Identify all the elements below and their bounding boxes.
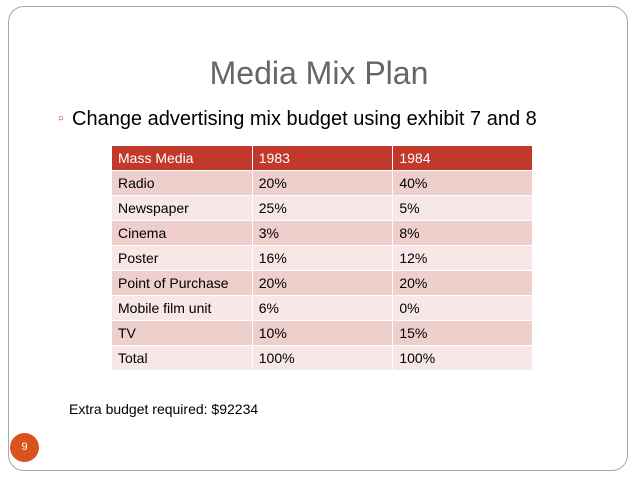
cell-1983: 100% xyxy=(251,345,394,371)
cell-1983: 3% xyxy=(251,220,394,246)
cell-1983: 25% xyxy=(251,195,394,221)
cell-media: Point of Purchase xyxy=(111,270,253,296)
page-number-badge: 9 xyxy=(10,433,39,462)
cell-media: TV xyxy=(111,320,253,346)
extra-budget-text: Extra budget required: $92234 xyxy=(69,401,259,417)
table-row: Point of Purchase 20% 20% xyxy=(111,270,533,296)
cell-1984: 5% xyxy=(392,195,533,221)
table-row: Newspaper 25% 5% xyxy=(111,195,533,221)
cell-1983: 20% xyxy=(251,270,394,296)
cell-media: Total xyxy=(111,345,253,371)
table-header-row: Mass Media 1983 1984 xyxy=(111,145,533,171)
table-row: Radio 20% 40% xyxy=(111,170,533,196)
header-1983: 1983 xyxy=(251,145,394,171)
table-row: Mobile film unit 6% 0% xyxy=(111,295,533,321)
header-1984: 1984 xyxy=(392,145,533,171)
cell-media: Mobile film unit xyxy=(111,295,253,321)
cell-1983: 20% xyxy=(251,170,394,196)
media-mix-table: Mass Media 1983 1984 Radio 20% 40% Newsp… xyxy=(111,145,533,371)
slide-title: Media Mix Plan xyxy=(209,55,429,91)
cell-1983: 16% xyxy=(251,245,394,271)
cell-media: Newspaper xyxy=(111,195,253,221)
bullet-text: Change advertising mix budget using exhi… xyxy=(72,108,537,130)
cell-1983: 10% xyxy=(251,320,394,346)
header-mass-media: Mass Media xyxy=(111,145,253,171)
slide-frame xyxy=(8,6,628,471)
bullet-item: ▫ Change advertising mix budget using ex… xyxy=(58,106,592,132)
cell-1984: 20% xyxy=(392,270,533,296)
cell-media: Poster xyxy=(111,245,253,271)
cell-media: Cinema xyxy=(111,220,253,246)
cell-1984: 40% xyxy=(392,170,533,196)
table-row: TV 10% 15% xyxy=(111,320,533,346)
table-row: Cinema 3% 8% xyxy=(111,220,533,246)
cell-1984: 100% xyxy=(392,345,533,371)
table-row: Poster 16% 12% xyxy=(111,245,533,271)
cell-media: Radio xyxy=(111,170,253,196)
cell-1984: 0% xyxy=(392,295,533,321)
cell-1984: 15% xyxy=(392,320,533,346)
cell-1984: 12% xyxy=(392,245,533,271)
cell-1984: 8% xyxy=(392,220,533,246)
cell-1983: 6% xyxy=(251,295,394,321)
bullet-icon: ▫ xyxy=(58,110,64,127)
table-row: Total 100% 100% xyxy=(111,345,533,371)
